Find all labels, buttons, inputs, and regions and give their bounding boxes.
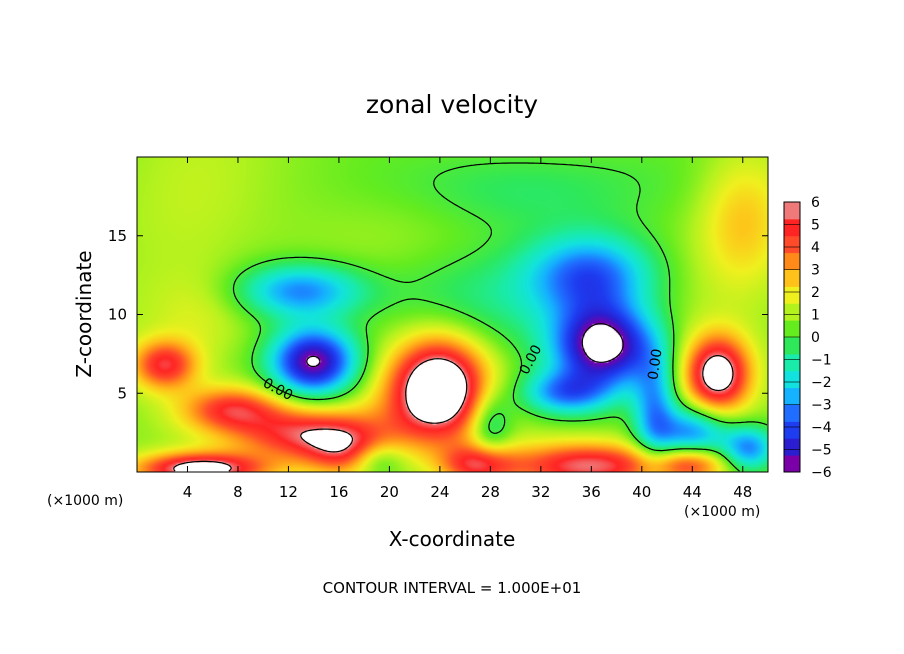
x-tick-label-4: 4	[183, 483, 193, 501]
x-tick-label-40: 40	[632, 483, 651, 501]
y-tick-label-15: 15	[108, 227, 127, 245]
x-tick-label-24: 24	[430, 483, 449, 501]
colorbar-segment-8	[784, 320, 800, 338]
plot-area: 0.000.00 0.00	[136, 156, 769, 473]
contour-line-level-1	[232, 162, 768, 472]
colorbar-segment-9	[784, 303, 800, 321]
colorbar-segment-11	[784, 269, 800, 287]
x-tick-label-8: 8	[233, 483, 243, 501]
colorbar-segment-3	[784, 404, 800, 422]
x-tick-label-16: 16	[329, 483, 348, 501]
colorbar-label--4: −4	[811, 420, 832, 436]
colorbar-segment-12	[784, 252, 800, 270]
x-tick-label-20: 20	[380, 483, 399, 501]
colorbar-label--5: −5	[811, 443, 832, 459]
x-tick-label-36: 36	[582, 483, 601, 501]
x-unit-label-left: (×1000 m)	[47, 493, 123, 509]
colorbar-label-4: 4	[811, 240, 820, 256]
x-tick-label-32: 32	[531, 483, 550, 501]
x-tick-label-28: 28	[481, 483, 500, 501]
colorbar-segment-15	[784, 202, 800, 220]
colorbar-segment-0	[784, 455, 800, 473]
colorbar-segment-6	[784, 353, 800, 372]
colorbar-label--2: −2	[811, 375, 832, 391]
x-axis-ticks: 4 8 12 16 20 24 28 32 36 40 44 48	[183, 157, 752, 501]
chart-title: zonal velocity	[366, 90, 538, 119]
colorbar-label-1: 1	[811, 308, 820, 324]
x-axis-label: X-coordinate	[389, 527, 516, 551]
y-axis-ticks: 5 10 15	[108, 227, 768, 402]
contour-label-2: 0.00	[645, 348, 665, 381]
x-tick-label-44: 44	[683, 483, 702, 501]
x-tick-label-12: 12	[279, 483, 298, 501]
colorbar-segment-10	[784, 286, 800, 304]
colorbar-segment-4	[784, 387, 800, 405]
colorbar-segment-5	[784, 370, 800, 389]
colorbar-label-2: 2	[811, 285, 820, 301]
contour-interval-note: CONTOUR INTERVAL = 1.000E+01	[323, 579, 582, 597]
y-axis-label: Z-coordinate	[72, 250, 96, 377]
contour-line-level-2	[173, 355, 734, 472]
colorbar: 6 5 4 3 2 1 0 −1 −2 −3 −4 −5 −6	[783, 195, 832, 481]
colorbar-label-6: 6	[811, 195, 820, 211]
colorbar-segment-7	[784, 337, 800, 355]
colorbar-segment-1	[784, 438, 800, 456]
colorbar-label--1: −1	[811, 353, 832, 369]
contour-lines	[173, 162, 768, 472]
colorbar-label-3: 3	[811, 263, 820, 279]
colorbar-label--6: −6	[811, 465, 832, 481]
colorbar-segment-14	[784, 218, 800, 237]
velocity-field	[137, 157, 768, 472]
contour-line-level-0	[306, 323, 624, 368]
colorbar-label-0: 0	[811, 330, 820, 346]
y-tick-label-5: 5	[117, 384, 127, 402]
x-unit-label-right: (×1000 m)	[684, 504, 760, 520]
colorbar-label-5: 5	[811, 218, 820, 234]
colorbar-label--3: −3	[811, 398, 832, 414]
y-tick-label-10: 10	[108, 306, 127, 324]
colorbar-segment-2	[784, 421, 800, 439]
x-tick-label-48: 48	[733, 483, 752, 501]
colorbar-segment-13	[784, 235, 800, 254]
